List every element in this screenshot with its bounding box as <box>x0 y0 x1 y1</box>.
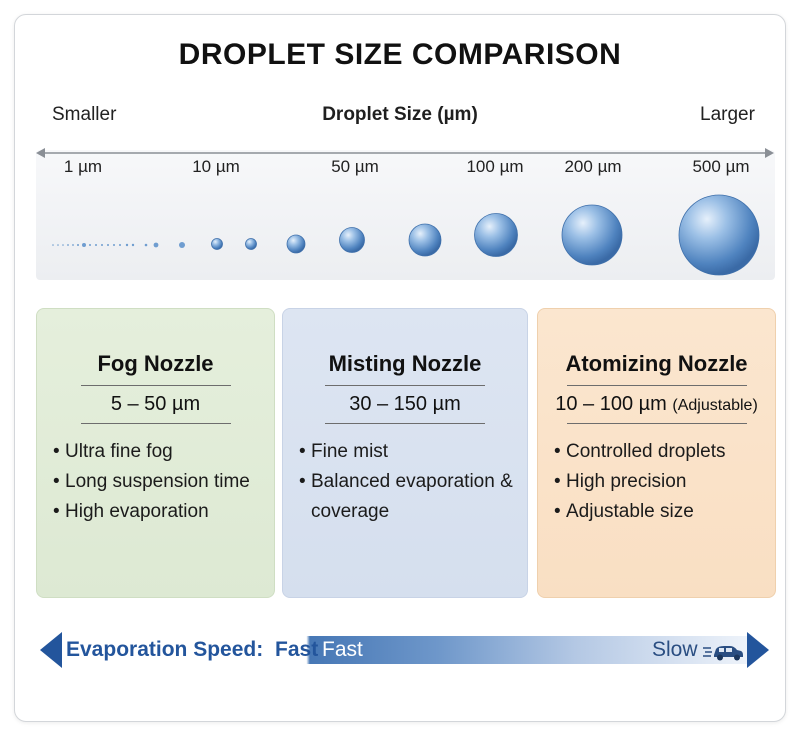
tick-label-500: 500 µm <box>692 157 750 176</box>
droplet-dot <box>119 244 121 246</box>
droplet-dot <box>179 242 185 248</box>
list-item: Adjustable size <box>554 497 725 527</box>
droplet-dot <box>101 244 103 246</box>
droplet-dot <box>77 244 79 246</box>
evaporation-fast-bar-label: Fast <box>322 638 363 661</box>
misting-nozzle-title: Misting Nozzle <box>328 351 482 376</box>
droplet-dot <box>89 244 91 246</box>
droplet-dot <box>107 244 109 246</box>
list-item: Ultra fine fog <box>53 437 250 467</box>
list-item: High precision <box>554 467 725 497</box>
fog-nozzle-range: 5 – 50 µm <box>110 393 201 415</box>
list-item: Controlled droplets <box>554 437 725 467</box>
evaporation-slow-label: Slow <box>652 638 698 661</box>
evaporation-gradient-bar <box>58 636 748 664</box>
droplet-circle <box>678 194 760 276</box>
atomizing-range-value: 10 – 100 µm <box>555 393 667 415</box>
fog-features-list: Ultra fine fog Long suspension time High… <box>53 437 250 527</box>
droplet-dot <box>62 244 64 246</box>
mist-range-divider <box>325 423 485 424</box>
evaporation-fast-label: Fast <box>275 638 319 661</box>
droplet-circle <box>408 223 442 257</box>
atom-range-divider <box>566 423 747 424</box>
droplet-circle <box>474 213 518 257</box>
tick-label-1: 1 µm <box>63 157 103 176</box>
scale-title: Droplet Size (µm) <box>322 104 478 125</box>
list-item: Long suspension time <box>53 467 250 497</box>
atomizing-range-note: (Adjustable) <box>672 397 758 414</box>
tick-label-200: 200 µm <box>564 157 622 176</box>
droplet-dot <box>95 244 97 246</box>
misting-nozzle-range: 30 – 150 µm <box>349 393 461 415</box>
droplet-dot <box>52 244 54 246</box>
page-title: DROPLET SIZE COMPARISON <box>178 38 622 71</box>
atomizing-nozzle-title: Atomizing Nozzle <box>565 351 748 376</box>
list-item: High evaporation <box>53 497 250 527</box>
evaporation-speed-label: Evaporation Speed: Fast <box>66 638 318 662</box>
scale-smaller-label: Smaller <box>52 104 117 125</box>
droplet-dot <box>113 244 115 246</box>
droplet-dot <box>125 243 129 247</box>
fog-nozzle-panel: Fog Nozzle 5 – 50 µm Ultra fine fog Long… <box>36 308 275 598</box>
atomizing-nozzle-range: 10 – 100 µm (Adjustable) <box>538 393 775 416</box>
fog-nozzle-title: Fog Nozzle <box>97 351 214 376</box>
droplet-circle <box>561 204 623 266</box>
axis-arrow-right-icon <box>765 148 774 158</box>
arrow-left-icon <box>40 632 62 668</box>
list-item: Balanced evaporation & coverage <box>299 467 527 527</box>
list-item: Fine mist <box>299 437 527 467</box>
droplet-circle <box>286 234 306 254</box>
misting-nozzle-panel: Misting Nozzle 30 – 150 µm Fine mist Bal… <box>282 308 528 598</box>
droplet-circle <box>339 227 365 253</box>
mist-features-list: Fine mist Balanced evaporation & coverag… <box>299 437 527 527</box>
tick-label-50: 50 µm <box>331 157 379 176</box>
atomizing-nozzle-panel: Atomizing Nozzle 10 – 100 µm (Adjustable… <box>537 308 776 598</box>
evaporation-label-text: Evaporation Speed: <box>66 638 264 661</box>
droplet-dot <box>57 244 59 246</box>
axis-arrow-left-icon <box>36 148 45 158</box>
tick-label-100: 100 µm <box>466 157 524 176</box>
droplet-circle <box>245 238 257 250</box>
droplet-dot <box>153 242 159 248</box>
droplet-dot <box>82 243 86 247</box>
droplet-circle <box>211 238 223 250</box>
fog-range-divider <box>80 423 231 424</box>
mist-title-divider <box>325 385 485 386</box>
droplet-dot <box>144 243 148 247</box>
atom-title-divider <box>566 385 747 386</box>
tick-label-10: 10 µm <box>192 157 240 176</box>
droplet-dot <box>131 243 135 247</box>
scale-larger-label: Larger <box>700 104 755 125</box>
car-icon <box>703 646 743 661</box>
arrow-right-icon <box>747 632 769 668</box>
atom-features-list: Controlled droplets High precision Adjus… <box>554 437 725 527</box>
fog-title-divider <box>80 385 231 386</box>
droplet-scale-graphic <box>36 148 774 276</box>
droplet-dot <box>72 244 74 246</box>
droplet-dot <box>67 244 69 246</box>
droplet-size-band <box>36 150 775 280</box>
